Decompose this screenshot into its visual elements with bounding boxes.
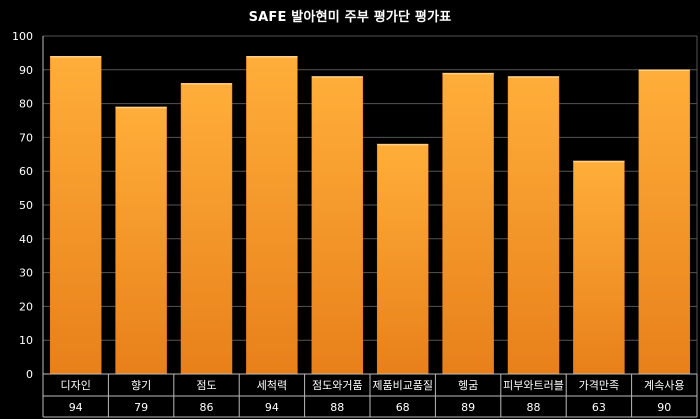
y-tick-label: 80 — [19, 98, 33, 111]
bar-9 — [573, 160, 625, 375]
x-category-label: 피부와트러블 — [503, 379, 564, 392]
data-value-label: 94 — [69, 401, 83, 414]
bar-10 — [638, 69, 691, 375]
x-category-label: 점도 — [196, 379, 216, 392]
x-category-label: 계속사용 — [644, 379, 684, 392]
y-tick-label: 30 — [19, 267, 33, 280]
bar-6 — [376, 143, 429, 375]
data-value-label: 88 — [330, 401, 344, 414]
chart-title: SAFE 발아현미 주부 평가단 평가표 — [248, 10, 452, 25]
y-tick-label: 100 — [12, 30, 33, 43]
y-tick-label: 40 — [19, 233, 33, 246]
bar-2 — [115, 106, 167, 375]
y-axis-ticks: 0 10 20 30 40 50 60 70 80 90 100 — [12, 30, 33, 381]
data-value-label: 94 — [265, 401, 279, 414]
data-value-label: 79 — [134, 401, 148, 414]
x-category-label: 세척력 — [257, 379, 287, 392]
data-value-label: 63 — [592, 401, 606, 414]
x-category-label: 점도와거품 — [312, 379, 363, 392]
bar-4 — [246, 56, 298, 375]
bar-8 — [507, 76, 560, 375]
data-value-label: 90 — [657, 401, 671, 414]
data-value-label: 88 — [527, 401, 541, 414]
x-category-label: 향기 — [131, 379, 151, 392]
bars — [49, 56, 691, 375]
bar-3 — [180, 83, 233, 375]
data-value-label: 68 — [396, 401, 410, 414]
bar-7 — [442, 72, 494, 375]
x-category-label: 제품비교품질 — [372, 379, 433, 392]
bar-1 — [49, 56, 102, 375]
data-value-label: 86 — [200, 401, 214, 414]
bar-5 — [311, 76, 364, 375]
data-value-label: 89 — [461, 401, 475, 414]
x-category-label: 디자인 — [61, 379, 91, 392]
y-tick-label: 60 — [19, 165, 33, 178]
y-tick-label: 50 — [19, 199, 33, 212]
y-tick-label: 10 — [19, 334, 33, 347]
y-tick-label: 20 — [19, 300, 33, 313]
x-category-label: 가격만족 — [579, 379, 619, 392]
y-tick-label: 90 — [19, 64, 33, 77]
y-tick-label: 0 — [26, 368, 33, 381]
x-category-label: 헹굼 — [458, 379, 478, 392]
y-tick-label: 70 — [19, 131, 33, 144]
data-table: 디자인 94 향기 79 점도 86 세척력 94 점도와거품 88 제품비교품질 68 헹굼 89 피부와… — [42, 373, 698, 418]
